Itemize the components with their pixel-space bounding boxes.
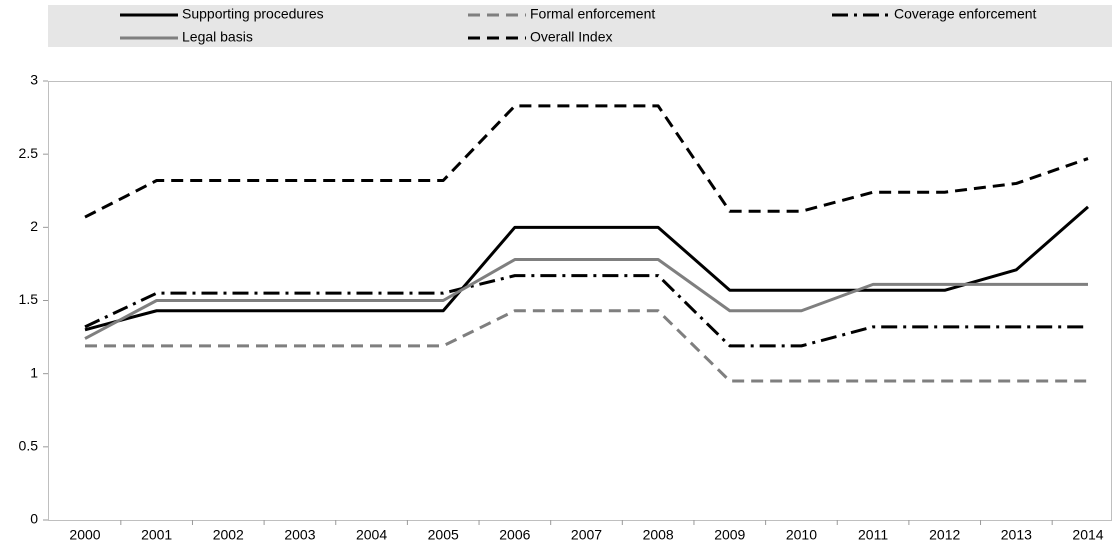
legend-label: Coverage enforcement: [894, 6, 1037, 22]
x-tick-label: 2000: [69, 527, 100, 543]
x-tick-label: 2001: [141, 527, 172, 543]
y-tick-label: 2: [30, 218, 38, 234]
x-tick-label: 2002: [213, 527, 244, 543]
series-line: [85, 309, 1088, 383]
plot-frame: [48, 81, 1112, 521]
series-line: [84, 274, 1088, 348]
x-tick-label: 2007: [571, 527, 602, 543]
x-tick-label: 2014: [1072, 527, 1103, 543]
series-line: [84, 258, 1088, 340]
legend-label: Formal enforcement: [530, 6, 655, 22]
legend-label: Overall Index: [530, 29, 612, 45]
x-tick-label: 2003: [284, 527, 315, 543]
x-tick-label: 2005: [428, 527, 459, 543]
y-tick-label: 2.5: [19, 145, 39, 161]
x-tick-label: 2008: [643, 527, 674, 543]
y-tick-label: 0: [30, 511, 38, 527]
series-line: [84, 104, 1089, 219]
legend-background: [48, 5, 1112, 47]
x-tick-label: 2006: [499, 527, 530, 543]
x-tick-label: 2009: [714, 527, 745, 543]
x-tick-label: 2011: [858, 527, 888, 543]
x-tick-label: 2012: [929, 527, 960, 543]
x-tick-label: 2004: [356, 527, 387, 543]
x-tick-label: 2013: [1001, 527, 1032, 543]
y-tick-label: 1.5: [19, 291, 39, 307]
x-tick-label: 2010: [786, 527, 817, 543]
legend-label: Supporting procedures: [182, 6, 324, 22]
legend-label: Legal basis: [182, 29, 253, 45]
y-tick-label: 1: [30, 364, 38, 380]
y-tick-label: 0.5: [19, 438, 39, 454]
series-line: [84, 205, 1089, 332]
y-tick-label: 3: [30, 72, 38, 88]
